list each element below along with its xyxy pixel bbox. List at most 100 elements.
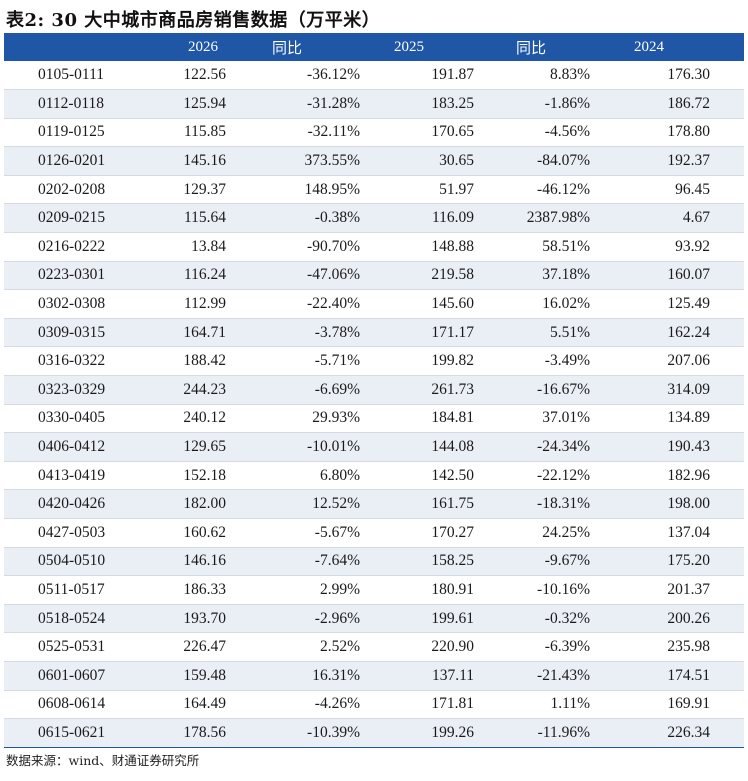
cell-yoy-2025: 58.51% — [500, 232, 624, 262]
cell-2024: 4.67 — [624, 203, 744, 234]
cell-2025: 184.81 — [376, 404, 500, 434]
cell-2026: 186.33 — [130, 575, 256, 605]
cell-period: 0427-0503 — [4, 518, 130, 548]
cell-2025: 137.11 — [376, 661, 500, 691]
cell-period: 0105-0111 — [4, 61, 130, 91]
header-yoy-2025: 同比 — [516, 40, 547, 57]
cell-2026: 146.16 — [130, 547, 256, 577]
cell-yoy-2025: -11.96% — [500, 718, 624, 748]
cell-yoy-2026: -36.12% — [256, 61, 376, 91]
cell-2026: 244.23 — [130, 375, 256, 405]
table-row: 0420-0426 182.00 12.52% 161.75 -18.31% 198.00 — [4, 489, 744, 519]
cell-yoy-2025: -10.16% — [500, 575, 624, 605]
cell-2026: 122.56 — [130, 61, 256, 91]
source-note: 数据来源：wind、财通证券研究所 — [6, 753, 200, 768]
cell-2026: 13.84 — [130, 232, 256, 262]
header-period — [4, 33, 130, 61]
cell-2026: 112.99 — [130, 289, 256, 319]
cell-2026: 164.71 — [130, 318, 256, 348]
cell-period: 0511-0517 — [4, 575, 130, 605]
cell-2024: 201.37 — [624, 575, 744, 605]
table-row: 0309-0315 164.71 -3.78% 171.17 5.51% 162.24 — [4, 318, 744, 348]
cell-2025: 30.65 — [376, 146, 500, 176]
cell-2026: 159.48 — [130, 661, 256, 691]
cell-2025: 171.17 — [376, 318, 500, 348]
cell-2024: 160.07 — [624, 261, 744, 291]
cell-2024: 207.06 — [624, 346, 744, 377]
cell-yoy-2026: -22.40% — [256, 289, 376, 319]
cell-period: 0413-0419 — [4, 461, 130, 491]
cell-2025: 170.65 — [376, 118, 500, 148]
cell-2024: 137.04 — [624, 518, 744, 548]
cell-yoy-2026: 16.31% — [256, 661, 376, 691]
cell-yoy-2025: -18.31% — [500, 489, 624, 519]
cell-2024: 226.34 — [624, 718, 744, 748]
table-row: 0216-0222 13.84 -90.70% 148.88 58.51% 93.92 — [4, 232, 744, 262]
cell-2024: 186.72 — [624, 89, 744, 119]
cell-yoy-2025: -16.67% — [500, 375, 624, 405]
table-row: 0525-0531 226.47 2.52% 220.90 -6.39% 235.98 — [4, 632, 744, 662]
cell-2024: 178.80 — [624, 118, 744, 148]
cell-yoy-2026: -2.96% — [256, 604, 376, 634]
cell-2025: 219.58 — [376, 261, 500, 291]
cell-period: 0126-0201 — [4, 146, 130, 176]
table-row: 0316-0322 188.42 -5.71% 199.82 -3.49% 207.06 — [4, 346, 744, 377]
cell-2026: 152.18 — [130, 461, 256, 491]
table-row: 0202-0208 129.37 148.95% 51.97 -46.12% 96.45 — [4, 175, 744, 205]
sales-table-container: 2026 同比 2025 同比 2024 0105-0111 122.56 -36.… — [4, 33, 744, 748]
cell-yoy-2025: -0.32% — [500, 604, 624, 634]
cell-2024: 198.00 — [624, 489, 744, 519]
cell-yoy-2026: -47.06% — [256, 261, 376, 291]
cell-2025: 261.73 — [376, 375, 500, 405]
cell-yoy-2026: 29.93% — [256, 404, 376, 434]
cell-period: 0302-0308 — [4, 289, 130, 319]
cell-2025: 148.88 — [376, 232, 500, 262]
cell-yoy-2026: -4.26% — [256, 690, 376, 720]
cell-2025: 199.82 — [376, 346, 500, 377]
table-row: 0330-0405 240.12 29.93% 184.81 37.01% 134.89 — [4, 404, 744, 434]
cell-2024: 93.92 — [624, 232, 744, 262]
header-2026: 2026 — [188, 38, 218, 55]
cell-2026: 178.56 — [130, 718, 256, 748]
cell-2024: 200.26 — [624, 604, 744, 634]
table-row: 0126-0201 145.16 373.55% 30.65 -84.07% 192.37 — [4, 146, 744, 176]
cell-period: 0119-0125 — [4, 118, 130, 148]
cell-yoy-2026: 12.52% — [256, 489, 376, 519]
cell-2026: 164.49 — [130, 690, 256, 720]
cell-period: 0316-0322 — [4, 346, 130, 377]
cell-2026: 145.16 — [130, 146, 256, 176]
table-header-row: 2026 同比 2025 同比 2024 — [4, 33, 744, 61]
cell-yoy-2025: -84.07% — [500, 146, 624, 176]
cell-2025: 51.97 — [376, 175, 500, 205]
cell-yoy-2025: -46.12% — [500, 175, 624, 205]
cell-yoy-2025: -24.34% — [500, 432, 624, 462]
cell-yoy-2026: -5.71% — [256, 346, 376, 377]
header-yoy-2026: 同比 — [272, 40, 303, 57]
cell-yoy-2026: -31.28% — [256, 89, 376, 119]
cell-yoy-2025: -22.12% — [500, 461, 624, 491]
cell-2024: 125.49 — [624, 289, 744, 319]
table-row: 0119-0125 115.85 -32.11% 170.65 -4.56% 178.80 — [4, 118, 744, 148]
cell-2025: 145.60 — [376, 289, 500, 319]
cell-2025: 180.91 — [376, 575, 500, 605]
table-row: 0223-0301 116.24 -47.06% 219.58 37.18% 160.07 — [4, 261, 744, 291]
cell-2026: 193.70 — [130, 604, 256, 634]
cell-period: 0615-0621 — [4, 718, 130, 748]
cell-yoy-2025: 8.83% — [500, 61, 624, 91]
cell-yoy-2026: -3.78% — [256, 318, 376, 348]
table-row: 0518-0524 193.70 -2.96% 199.61 -0.32% 200.26 — [4, 604, 744, 634]
cell-2025: 116.09 — [376, 203, 500, 234]
cell-yoy-2026: -32.11% — [256, 118, 376, 148]
cell-period: 0323-0329 — [4, 375, 130, 405]
cell-2025: 142.50 — [376, 461, 500, 491]
cell-2026: 160.62 — [130, 518, 256, 548]
cell-2025: 199.26 — [376, 718, 500, 748]
cell-yoy-2026: 373.55% — [256, 146, 376, 176]
cell-yoy-2026: -10.39% — [256, 718, 376, 748]
cell-yoy-2026: -6.69% — [256, 375, 376, 405]
cell-2024: 134.89 — [624, 404, 744, 434]
cell-yoy-2026: -90.70% — [256, 232, 376, 262]
cell-yoy-2025: 24.25% — [500, 518, 624, 548]
cell-period: 0330-0405 — [4, 404, 130, 434]
cell-yoy-2026: -10.01% — [256, 432, 376, 462]
